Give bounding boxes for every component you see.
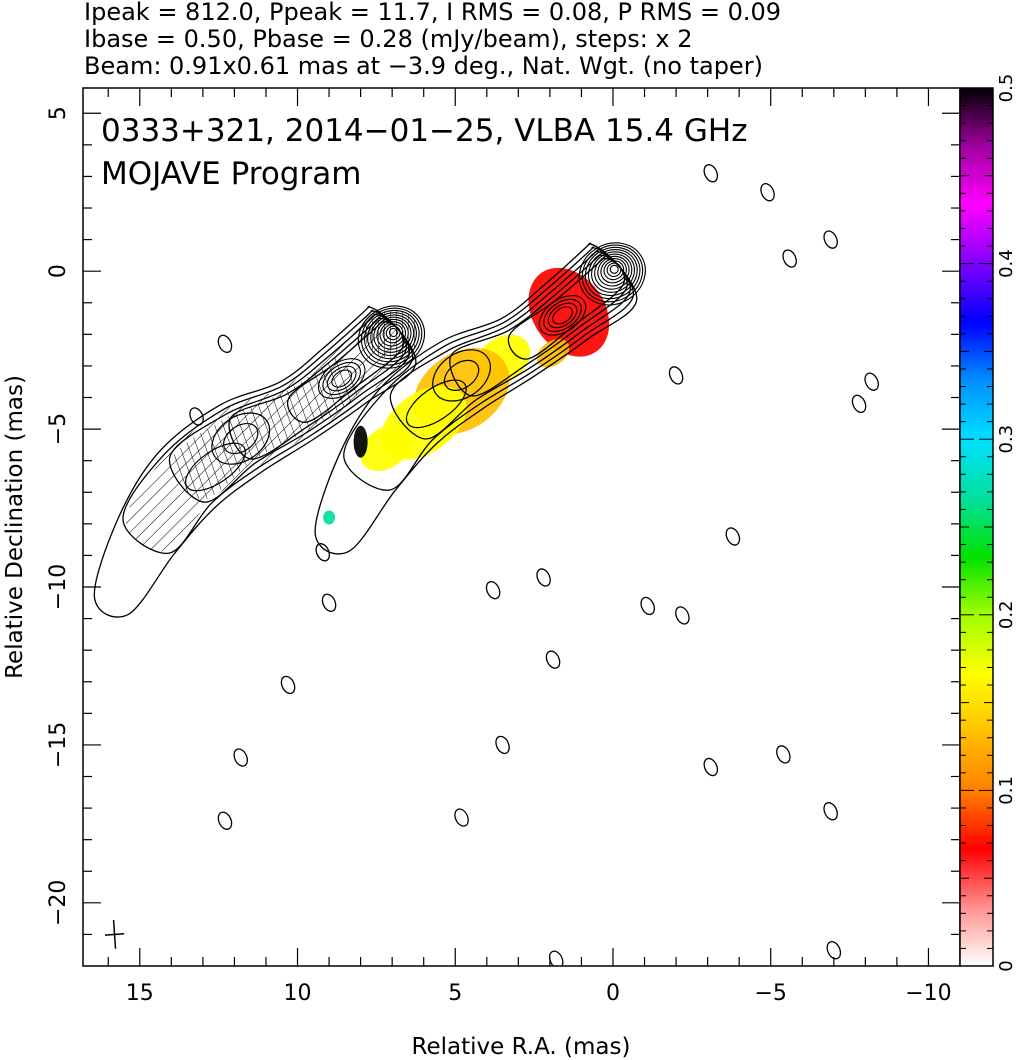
header-line-2: Ibase = 0.50, Pbase = 0.28 (mJy/beam), s… <box>84 25 693 53</box>
core-contour <box>578 242 646 306</box>
stokes-i-contour <box>432 349 491 402</box>
noise-contour <box>782 249 797 268</box>
plot-frame <box>82 87 961 967</box>
beam-marker <box>104 920 125 949</box>
noise-contour <box>640 596 655 616</box>
x-tick-labels: 15 10 5 0 −5 −10 <box>126 981 952 1006</box>
noise-contour <box>189 407 204 426</box>
y-tick-label: −5 <box>46 413 71 445</box>
x-tick-label: 0 <box>606 981 620 1006</box>
polarization-patch <box>353 425 368 458</box>
knot-contour <box>543 298 582 333</box>
stokes-i-contour <box>449 254 628 397</box>
knot-contour <box>552 306 573 325</box>
y-tick-label: −15 <box>46 722 71 768</box>
noise-contour <box>851 394 867 414</box>
noise-contour <box>864 372 879 391</box>
stokes-i-contour <box>389 250 631 440</box>
core-contour <box>584 246 641 300</box>
polarized-hatching <box>364 310 421 359</box>
stokes-i-contour <box>443 359 480 392</box>
noise-contour <box>495 735 510 755</box>
stokes-i-contour <box>405 379 467 429</box>
x-tick-label: −10 <box>905 981 951 1006</box>
y-tick-label: −10 <box>46 564 71 610</box>
core-contour <box>609 264 619 274</box>
core-contour <box>606 262 622 278</box>
stokes-i-contour <box>343 246 635 491</box>
core-contour <box>581 244 644 303</box>
noise-contour <box>454 808 469 827</box>
noise-contour <box>703 164 719 183</box>
axis-ticks <box>83 88 960 966</box>
colorbar-label: 0.1 <box>996 776 1017 805</box>
core-contour <box>603 260 625 281</box>
stokes-i-contours-left <box>314 242 646 555</box>
noise-contour <box>776 745 791 764</box>
stokes-i-contour <box>507 257 626 360</box>
stokes-i-contour <box>93 305 417 618</box>
y-tick-label: 0 <box>46 264 71 278</box>
core-contour <box>600 258 627 284</box>
stokes-i-contours-right <box>93 305 426 618</box>
noise-contour <box>725 527 741 546</box>
colorbar-ticks <box>960 87 993 967</box>
noise-contour <box>315 543 331 562</box>
x-tick-label: −5 <box>755 981 787 1006</box>
beam-minor-axis <box>104 933 125 936</box>
y-tick-label: 5 <box>46 106 71 120</box>
knot-contour <box>538 294 587 336</box>
colorbar-labels: 0 0.1 0.2 0.3 0.4 0.5 <box>996 74 1017 972</box>
noise-contour <box>485 580 501 600</box>
noise-contour <box>548 950 564 966</box>
noise-contour <box>826 941 842 960</box>
noise-contour <box>545 650 561 669</box>
x-tick-label: 10 <box>284 981 312 1006</box>
core-contour <box>594 253 633 290</box>
x-tick-label: 5 <box>448 981 462 1006</box>
noise-contour <box>668 366 684 385</box>
plot-title-line-1: 0333+321, 2014−01−25, VLBA 15.4 GHz <box>101 113 747 149</box>
stokes-i-contour <box>122 309 414 554</box>
x-tick-label: 15 <box>126 981 154 1006</box>
colorbar-label: 0.2 <box>996 600 1017 629</box>
header-line-1: Ipeak = 812.0, Ppeak = 11.7, I RMS = 0.0… <box>84 0 781 26</box>
y-axis-title: Relative Declination (mas) <box>2 375 28 679</box>
noise-contour <box>233 748 249 767</box>
plot-area <box>93 164 879 966</box>
stokes-i-contour <box>314 242 638 555</box>
core-contour <box>597 255 630 287</box>
colorbar-label: 0.4 <box>996 249 1017 278</box>
core-contour <box>591 251 636 293</box>
x-axis-title: Relative R.A. (mas) <box>412 1034 631 1060</box>
polarization-patch <box>360 425 412 471</box>
noise-contour <box>217 334 233 354</box>
noise-contour <box>536 568 551 587</box>
y-tick-label: −20 <box>46 880 71 926</box>
polarized-hatching <box>171 357 359 500</box>
colorbar-label: 0 <box>996 960 1017 971</box>
noise-contour <box>280 675 296 695</box>
noise-contour <box>321 593 337 612</box>
polarization-patch <box>323 510 336 525</box>
noise-contour <box>823 802 838 821</box>
noise-contour-islands <box>189 164 879 966</box>
core-contour <box>587 249 638 297</box>
colorbar-label: 0.3 <box>996 425 1017 454</box>
noise-contour <box>760 183 775 202</box>
y-tick-labels: 5 0 −5 −10 −15 −20 <box>46 106 71 926</box>
knot-contour <box>547 302 578 329</box>
header-line-3: Beam: 0.91x0.61 mas at −3.9 deg., Nat. W… <box>84 52 763 80</box>
noise-contour <box>703 757 719 777</box>
noise-contour <box>675 606 690 625</box>
noise-contour <box>217 811 233 830</box>
noise-contour <box>823 230 838 249</box>
colorbar-label: 0.5 <box>996 74 1017 103</box>
plot-title-line-2: MOJAVE Program <box>101 156 361 192</box>
